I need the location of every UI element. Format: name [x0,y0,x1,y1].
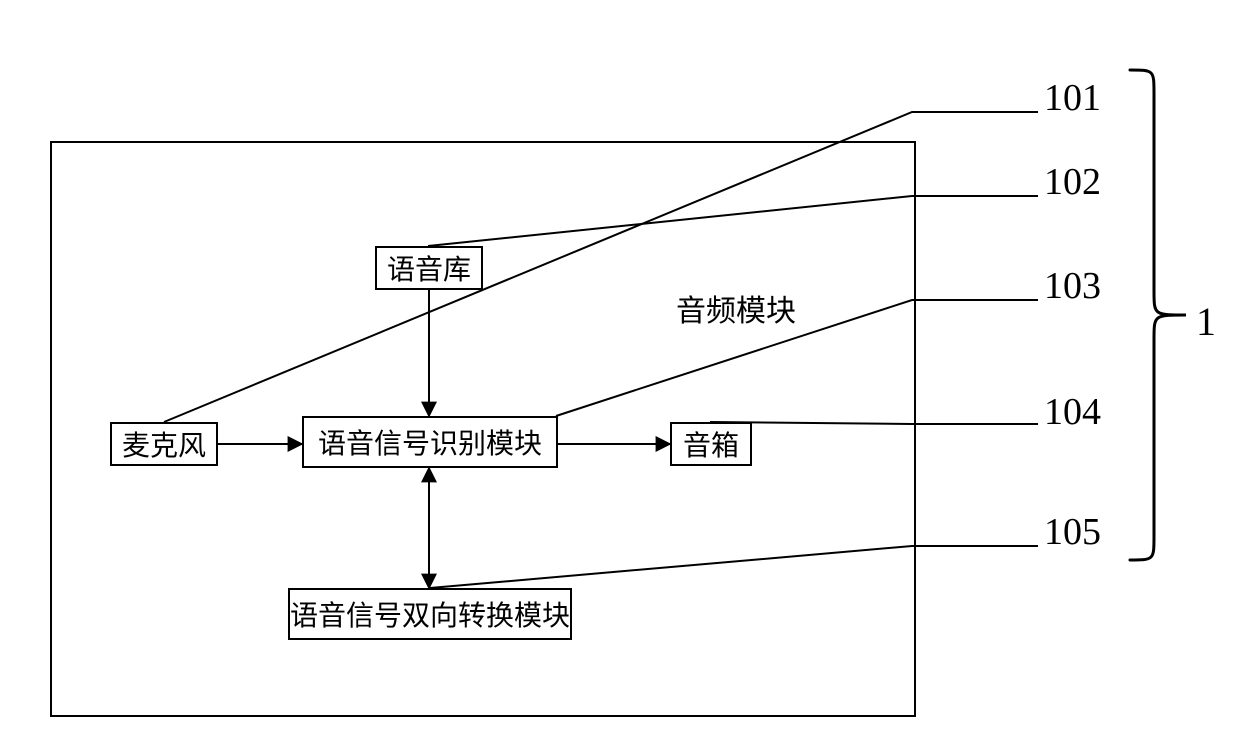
ref-101: 101 [1044,76,1101,120]
node-speaker: 音箱 [670,422,752,466]
ref-104: 104 [1044,390,1101,434]
node-microphone: 麦克风 [110,422,218,466]
node-recognizer: 语音信号识别模块 [302,416,558,468]
module-label: 音频模块 [676,286,796,330]
ref-103: 103 [1044,264,1101,308]
node-microphone-text: 麦克风 [122,424,206,464]
node-recognizer-text: 语音信号识别模块 [318,422,542,462]
node-speaker-text: 音箱 [683,424,739,464]
brace-label: 1 [1196,298,1216,345]
ref-102: 102 [1044,160,1101,204]
node-voice-library: 语音库 [375,246,483,290]
ref-105: 105 [1044,510,1101,554]
node-converter: 语音信号双向转换模块 [288,588,572,640]
diagram-canvas: 音频模块 语音库 麦克风 语音信号识别模块 音箱 语音信号双向转换模块 101 … [0,0,1240,751]
node-voice-library-text: 语音库 [387,248,471,288]
node-converter-text: 语音信号双向转换模块 [290,594,570,634]
